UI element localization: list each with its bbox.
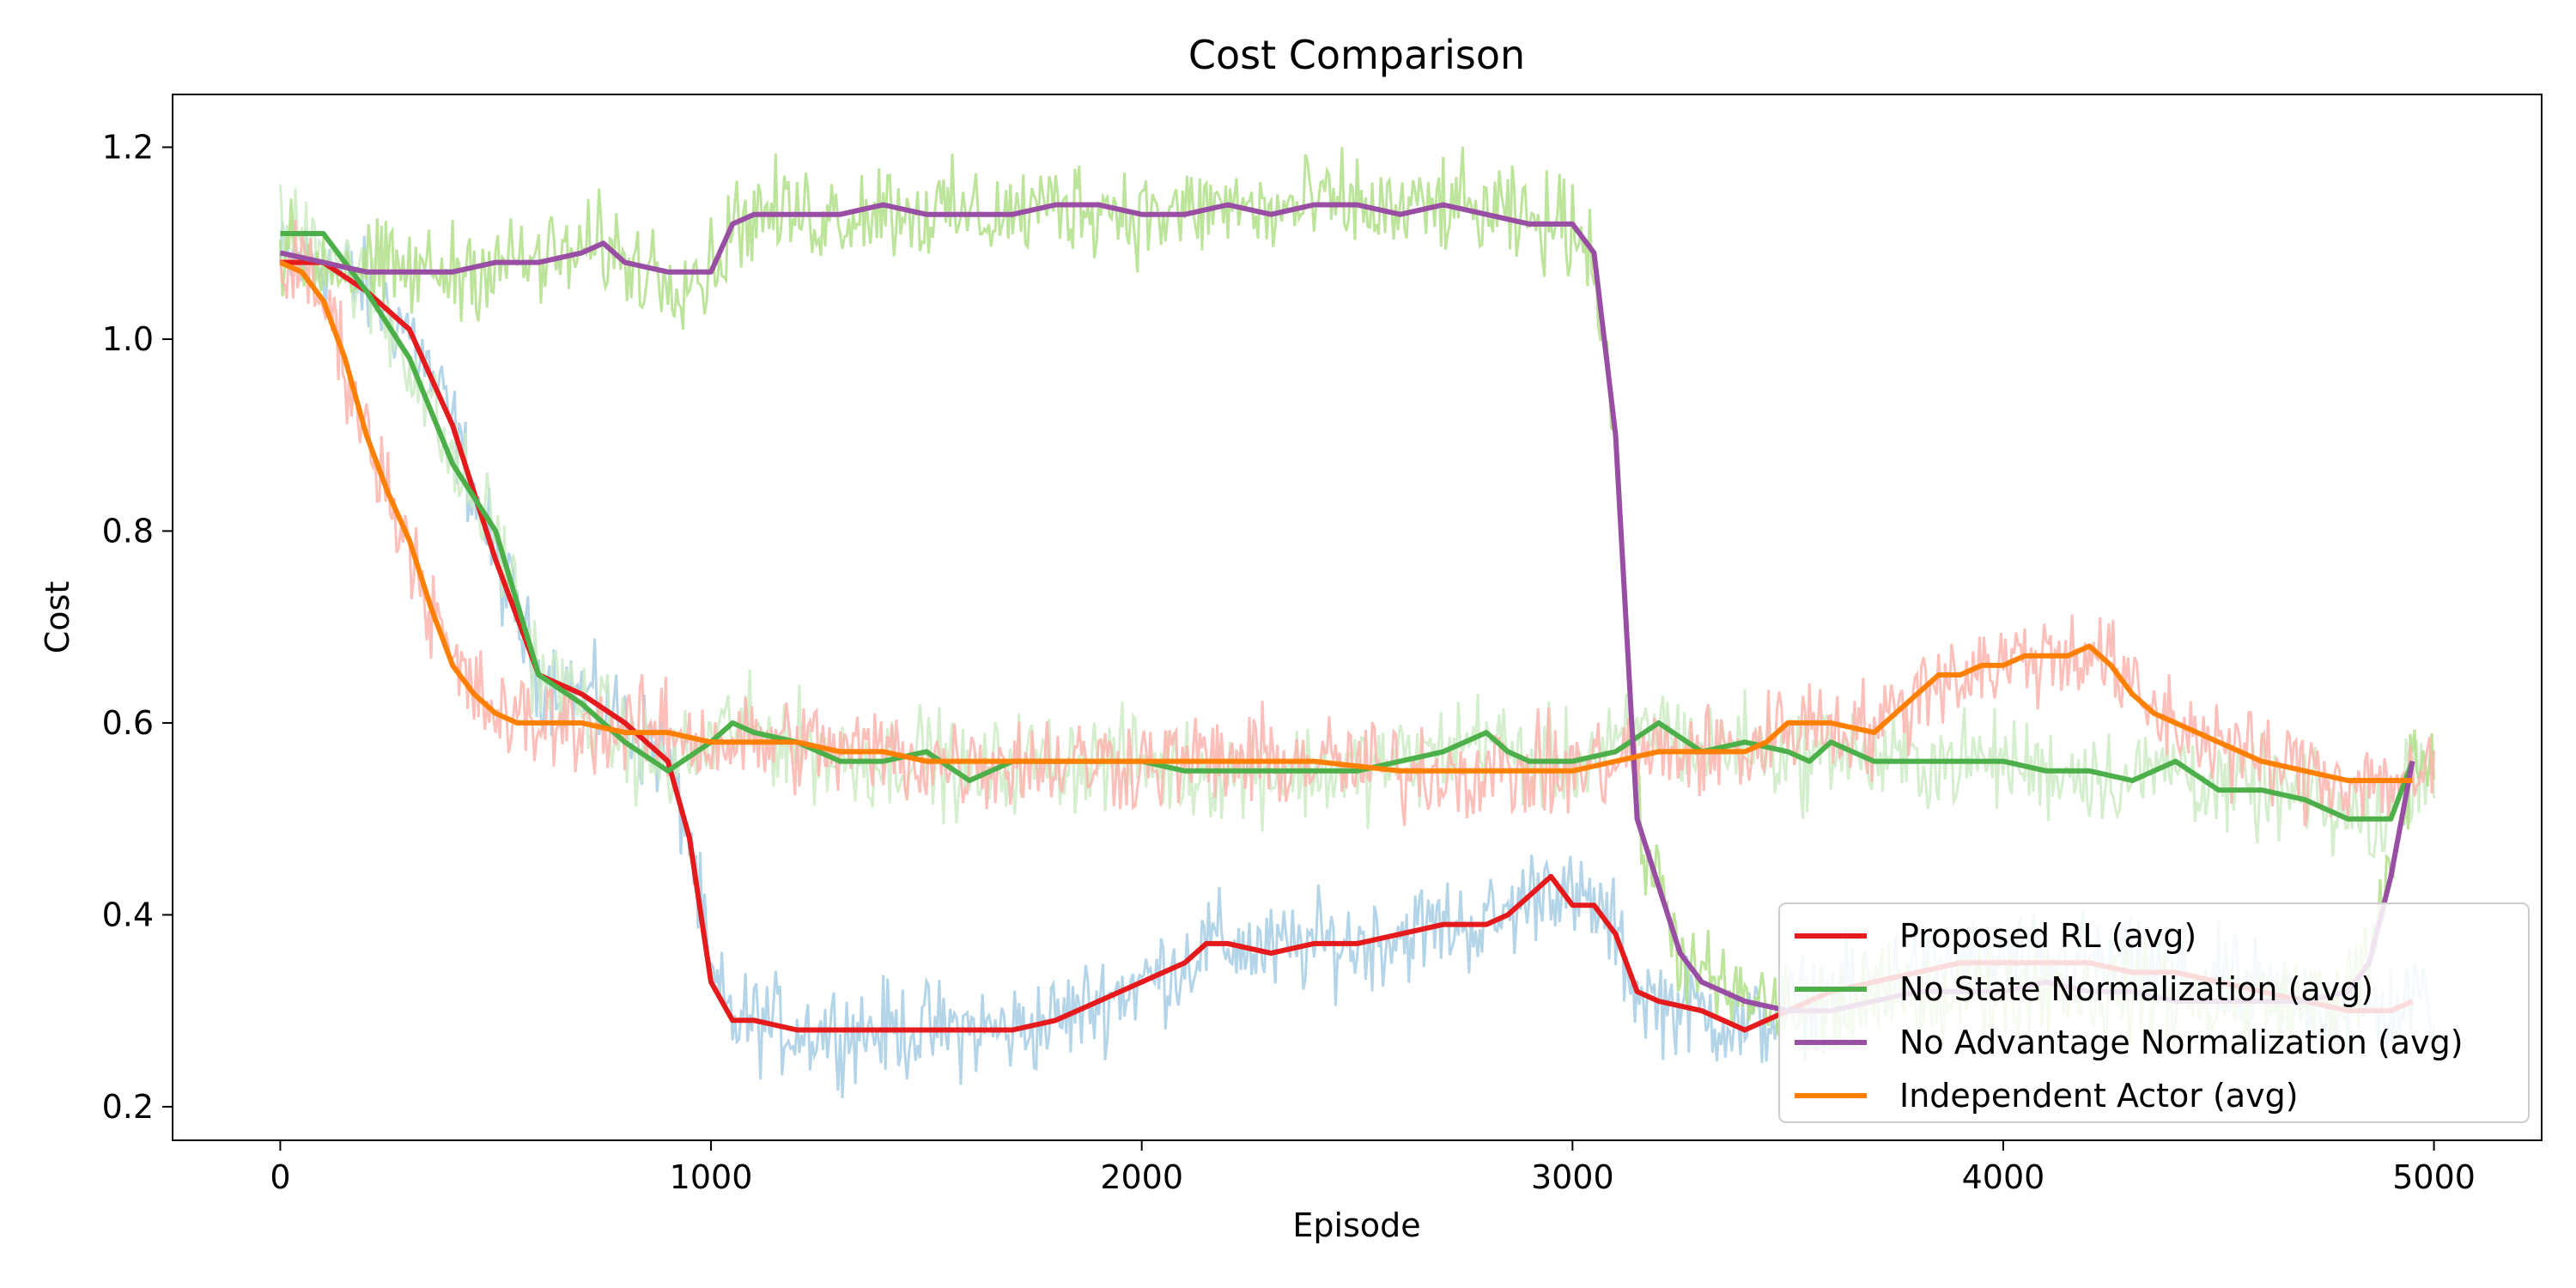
- y-axis: 0.2 0.4 0.6 0.8 1.0 1.2: [102, 128, 173, 1126]
- avg-series-line-3: [279, 259, 2413, 783]
- x-tick-label: 5000: [2392, 1158, 2476, 1196]
- y-tick-label: 1.0: [102, 320, 154, 358]
- legend-box: [1778, 902, 2530, 1123]
- x-tick-label: 4000: [1962, 1158, 2045, 1196]
- y-tick-label: 1.2: [102, 128, 154, 166]
- legend-label: No State Normalization (avg): [1899, 970, 2373, 1008]
- legend: Proposed RL (avg) No State Normalization …: [1778, 902, 2530, 1123]
- x-tick-label: 1000: [670, 1158, 753, 1196]
- x-tick-label: 0: [270, 1158, 290, 1196]
- y-tick-label: 0.6: [102, 704, 154, 742]
- x-tick-label: 2000: [1100, 1158, 1183, 1196]
- raw-series-line-3: [278, 219, 2436, 827]
- legend-entries: Proposed RL (avg) No State Normalization …: [1795, 917, 2464, 1115]
- y-tick-label: 0.8: [102, 512, 154, 550]
- x-axis: 0 1000 2000 3000 4000 5000: [270, 1140, 2476, 1196]
- y-tick-label: 0.2: [102, 1088, 154, 1126]
- legend-label: No Advantage Normalization (avg): [1899, 1024, 2464, 1061]
- plot-frame: [172, 94, 2543, 1141]
- chart-title: Cost Comparison: [1188, 32, 1525, 78]
- x-tick-label: 3000: [1531, 1158, 1614, 1196]
- legend-label: Proposed RL (avg): [1899, 917, 2196, 955]
- raw-series-line-1: [278, 185, 2436, 860]
- x-axis-title: Episode: [1292, 1206, 1420, 1244]
- y-axis-title: Cost: [39, 581, 76, 653]
- y-tick-label: 0.4: [102, 896, 154, 933]
- legend-label: Independent Actor (avg): [1899, 1077, 2299, 1115]
